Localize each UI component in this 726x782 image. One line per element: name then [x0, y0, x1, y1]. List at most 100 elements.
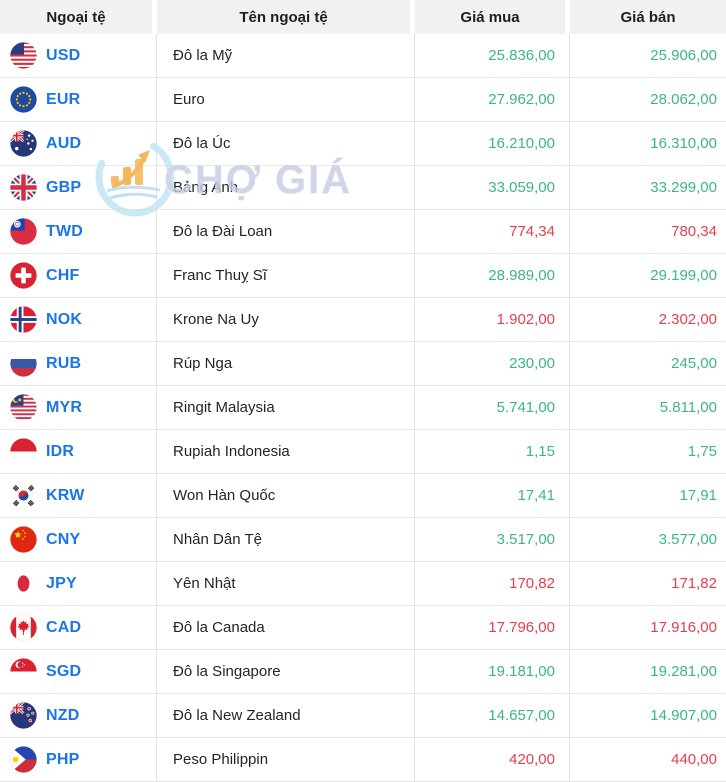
krw-flag-icon: [10, 482, 37, 509]
buy-price: 33.059,00: [415, 166, 570, 209]
currency-code[interactable]: SGD: [46, 662, 82, 680]
myr-flag-icon: [10, 394, 37, 421]
currency-code[interactable]: EUR: [46, 90, 81, 108]
currency-cell: PHP: [0, 738, 157, 781]
currency-name: Won Hàn Quốc: [157, 474, 415, 517]
header-buy-price: Giá mua: [415, 0, 570, 34]
currency-code[interactable]: PHP: [46, 750, 80, 768]
header-sell-price: Giá bán: [570, 0, 726, 34]
sell-price: 33.299,00: [650, 179, 717, 196]
table-row: IDR Rupiah Indonesia 1,15 1,75: [0, 430, 726, 474]
buy-price: 1,15: [415, 430, 570, 473]
sell-price: 19.281,00: [650, 663, 717, 680]
table-row: NZD Đô la New Zealand 14.657,00 14.907,0…: [0, 694, 726, 738]
jpy-flag-icon: [10, 570, 37, 597]
table-row: AUD Đô la Úc 16.210,00 16.310,00: [0, 122, 726, 166]
chf-flag-icon: [10, 262, 37, 289]
table-row: TWD Đô la Đài Loan 774,34 780,34: [0, 210, 726, 254]
buy-price: 17.796,00: [415, 606, 570, 649]
currency-code[interactable]: NOK: [46, 310, 83, 328]
buy-price: 16.210,00: [415, 122, 570, 165]
aud-flag-icon: [10, 130, 37, 157]
currency-name: Ringit Malaysia: [157, 386, 415, 429]
sell-price: 28.062,00: [650, 91, 717, 108]
currency-cell: NOK: [0, 298, 157, 341]
currency-cell: SGD: [0, 650, 157, 693]
currency-code[interactable]: CAD: [46, 618, 82, 636]
currency-code[interactable]: USD: [46, 46, 81, 64]
currency-code[interactable]: AUD: [46, 134, 82, 152]
header-currency-name: Tên ngoại tệ: [157, 0, 415, 34]
table-row: PHP Peso Philippin 420,00 440,00: [0, 738, 726, 782]
currency-cell: AUD: [0, 122, 157, 165]
rub-flag-icon: [10, 350, 37, 377]
buy-price: 25.836,00: [415, 34, 570, 77]
sell-price: 16.310,00: [650, 135, 717, 152]
currency-code[interactable]: CNY: [46, 530, 81, 548]
currency-code[interactable]: NZD: [46, 706, 80, 724]
table-row: SGD Đô la Singapore 19.181,00 19.281,00: [0, 650, 726, 694]
buy-price: 420,00: [415, 738, 570, 781]
currency-cell: CHF: [0, 254, 157, 297]
currency-name: Rúp Nga: [157, 342, 415, 385]
header-currency: Ngoại tệ: [0, 0, 157, 34]
currency-name: Đô la Singapore: [157, 650, 415, 693]
sgd-flag-icon: [10, 658, 37, 685]
currency-name: Euro: [157, 78, 415, 121]
currency-code[interactable]: TWD: [46, 222, 84, 240]
table-body: USD Đô la Mỹ 25.836,00 25.906,00 EUR Eur…: [0, 34, 726, 782]
currency-cell: JPY: [0, 562, 157, 605]
gbp-flag-icon: [10, 174, 37, 201]
nzd-flag-icon: [10, 702, 37, 729]
sell-price: 3.577,00: [658, 531, 717, 548]
currency-code[interactable]: GBP: [46, 178, 82, 196]
buy-price: 3.517,00: [415, 518, 570, 561]
currency-name: Đô la Canada: [157, 606, 415, 649]
currency-cell: GBP: [0, 166, 157, 209]
idr-flag-icon: [10, 438, 37, 465]
buy-price: 17,41: [415, 474, 570, 517]
table-row: GBP Bảng Anh 33.059,00 33.299,00: [0, 166, 726, 210]
table-row: CNY Nhân Dân Tệ 3.517,00 3.577,00: [0, 518, 726, 562]
buy-price: 19.181,00: [415, 650, 570, 693]
buy-price: 170,82: [415, 562, 570, 605]
currency-code[interactable]: MYR: [46, 398, 83, 416]
currency-code[interactable]: RUB: [46, 354, 82, 372]
table-row: CAD Đô la Canada 17.796,00 17.916,00: [0, 606, 726, 650]
currency-code[interactable]: CHF: [46, 266, 80, 284]
currency-code[interactable]: JPY: [46, 574, 77, 592]
twd-flag-icon: [10, 218, 37, 245]
currency-cell: USD: [0, 34, 157, 77]
table-row: MYR Ringit Malaysia 5.741,00 5.811,00: [0, 386, 726, 430]
cad-flag-icon: [10, 614, 37, 641]
currency-name: Yên Nhật: [157, 562, 415, 605]
table-row: EUR Euro 27.962,00 28.062,00: [0, 78, 726, 122]
currency-cell: TWD: [0, 210, 157, 253]
currency-name: Đô la Mỹ: [157, 34, 415, 77]
buy-price: 774,34: [415, 210, 570, 253]
currency-name: Krone Na Uy: [157, 298, 415, 341]
currency-name: Đô la New Zealand: [157, 694, 415, 737]
currency-cell: CAD: [0, 606, 157, 649]
currency-cell: KRW: [0, 474, 157, 517]
currency-name: Franc Thuỵ Sĩ: [157, 254, 415, 297]
sell-price: 440,00: [671, 751, 717, 768]
currency-cell: RUB: [0, 342, 157, 385]
currency-code[interactable]: KRW: [46, 486, 85, 504]
sell-price: 245,00: [671, 355, 717, 372]
nok-flag-icon: [10, 306, 37, 333]
buy-price: 28.989,00: [415, 254, 570, 297]
sell-price: 17,91: [679, 487, 717, 504]
currency-cell: EUR: [0, 78, 157, 121]
currency-code[interactable]: IDR: [46, 442, 75, 460]
table-header-row: Ngoại tệ Tên ngoại tệ Giá mua Giá bán: [0, 0, 726, 34]
table-row: KRW Won Hàn Quốc 17,41 17,91: [0, 474, 726, 518]
sell-price: 29.199,00: [650, 267, 717, 284]
buy-price: 1.902,00: [415, 298, 570, 341]
usd-flag-icon: [10, 42, 37, 69]
currency-name: Bảng Anh: [157, 166, 415, 209]
currency-name: Rupiah Indonesia: [157, 430, 415, 473]
sell-price: 171,82: [671, 575, 717, 592]
buy-price: 230,00: [415, 342, 570, 385]
